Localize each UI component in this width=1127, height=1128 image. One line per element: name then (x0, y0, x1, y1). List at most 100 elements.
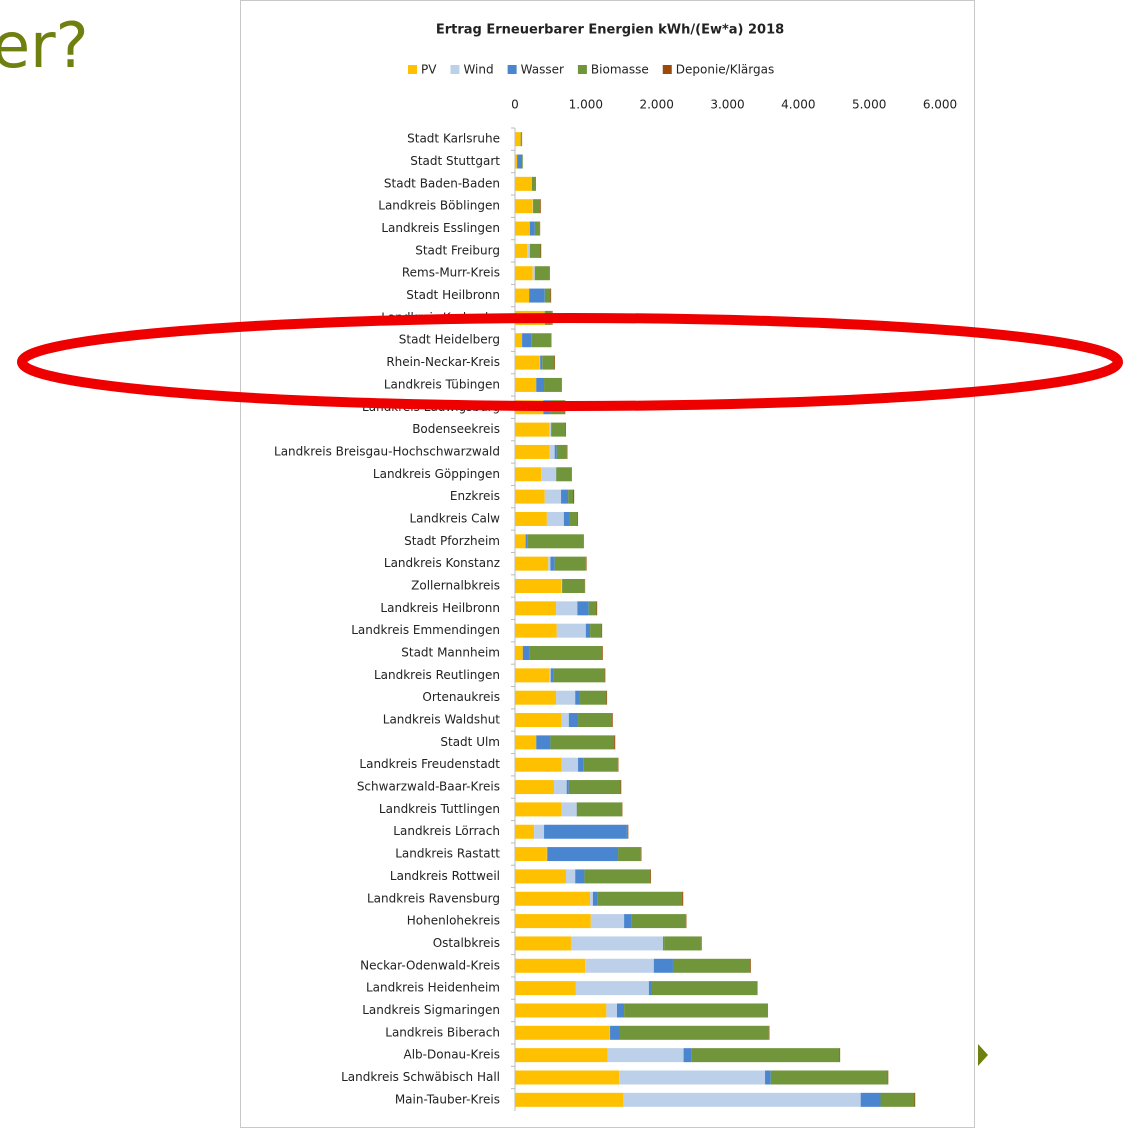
bar-segment (547, 847, 619, 862)
bar-segment (663, 936, 665, 951)
bar-segment (650, 869, 651, 884)
bar-segment (541, 467, 557, 482)
bar-segment (515, 444, 550, 459)
bar-segment (515, 713, 562, 728)
bar-segment (577, 511, 579, 526)
bar-segment (515, 556, 549, 571)
y-tick-label: Landkreis Emmendingen (351, 623, 500, 637)
bar-segment (624, 1003, 768, 1018)
bar-segment (515, 333, 523, 348)
bar-segment (515, 757, 562, 772)
y-tick-label: Zollernalbkreis (411, 578, 500, 592)
bar-segment (515, 266, 533, 281)
bar-segment (515, 288, 530, 303)
bar-segment (556, 467, 572, 482)
bar-segment (914, 1092, 916, 1107)
bar-segment (527, 243, 530, 258)
bar-segment (627, 824, 629, 839)
bar-segment (575, 981, 649, 996)
bar-segment (578, 757, 584, 772)
bar-segment (672, 958, 751, 973)
y-tick-label: Landkreis Calw (409, 511, 500, 525)
y-tick-label: Hohenlohekreis (407, 914, 500, 928)
y-tick-label: Landkreis Rastatt (395, 847, 500, 861)
bar-segment (515, 601, 557, 616)
bar-segment (515, 154, 518, 169)
bar-segment (614, 735, 616, 750)
bar-segment (570, 936, 664, 951)
bar-segment (534, 824, 545, 839)
bar-segment (606, 690, 608, 705)
y-tick-label: Landkreis Reutlingen (374, 668, 500, 682)
y-tick-label: Landkreis Heilbronn (380, 601, 500, 615)
y-tick-label: Landkreis Esslingen (381, 221, 500, 235)
bar-segment (561, 489, 569, 504)
bar-segment (602, 646, 603, 661)
bar-segment (515, 534, 526, 549)
bar-segment (515, 1092, 624, 1107)
bar-segment (585, 623, 591, 638)
bar-segment (533, 199, 541, 214)
bar-segment (515, 735, 537, 750)
y-tick-label: Main-Tauber-Kreis (395, 1092, 500, 1106)
y-tick-label: Landkreis Ravensburg (367, 891, 500, 905)
bar-segment (561, 713, 569, 728)
bar-segment (531, 333, 552, 348)
bar-segment (556, 623, 586, 638)
bar-segment (620, 780, 622, 795)
bar-segment (619, 1070, 766, 1085)
bar-segment (551, 422, 566, 437)
y-tick-label: Landkreis Lörrach (393, 824, 500, 838)
y-tick-label: Stadt Freiburg (415, 243, 500, 257)
bar-segment (590, 891, 593, 906)
legend-swatch (408, 65, 417, 74)
bar-segment (515, 824, 535, 839)
bar-segment (550, 735, 615, 750)
bar-segment (515, 176, 532, 191)
bar-segment (515, 221, 530, 236)
bar-segment (576, 802, 623, 817)
bar-segment (527, 534, 583, 549)
bar-segment (515, 489, 545, 504)
bar-segment (561, 377, 562, 392)
bar-segment (750, 958, 751, 973)
bar-segment (548, 556, 551, 571)
bar-segment (515, 802, 562, 817)
bar-segment (604, 668, 606, 683)
y-tick-label: Landkreis Waldshut (383, 713, 501, 727)
bar-segment (549, 668, 551, 683)
bar-segment (550, 668, 554, 683)
bar-segment (691, 1048, 840, 1063)
y-tick-label: Landkreis Heidenheim (366, 981, 500, 995)
y-tick-label: Stadt Baden-Baden (384, 176, 500, 190)
bar-segment (515, 578, 562, 593)
legend-label: Wasser (521, 63, 564, 77)
bar-segment (860, 1092, 881, 1107)
y-tick-label: Ostalbkreis (433, 936, 500, 950)
bar-segment (566, 780, 569, 795)
x-tick-label: 3.000 (710, 98, 744, 112)
bar-segment (529, 288, 545, 303)
y-tick-label: Landkreis Breisgau-Hochschwarzwald (274, 444, 500, 458)
bar-segment (596, 601, 598, 616)
bar-segment (653, 958, 673, 973)
bar-segment (515, 981, 576, 996)
y-tick-label: Stadt Ulm (440, 735, 500, 749)
bar-segment (588, 601, 597, 616)
bar-segment (522, 154, 523, 169)
bar-segment (617, 757, 619, 772)
bar-segment (566, 444, 568, 459)
bar-segment (573, 489, 575, 504)
y-tick-label: Stadt Heidelberg (399, 333, 500, 347)
bar-segment (532, 266, 535, 281)
bar-segment (515, 936, 571, 951)
bar-segment (590, 914, 625, 929)
bar-segment (554, 355, 556, 370)
bar-segment (640, 847, 642, 862)
y-tick-label: Stadt Heilbronn (406, 288, 500, 302)
bar-segment (544, 824, 627, 839)
y-tick-label: Schwarzwald-Baar-Kreis (357, 780, 500, 794)
bar-segment (544, 489, 562, 504)
bar-segment (651, 981, 758, 996)
y-tick-label: Ortenaukreis (422, 690, 500, 704)
